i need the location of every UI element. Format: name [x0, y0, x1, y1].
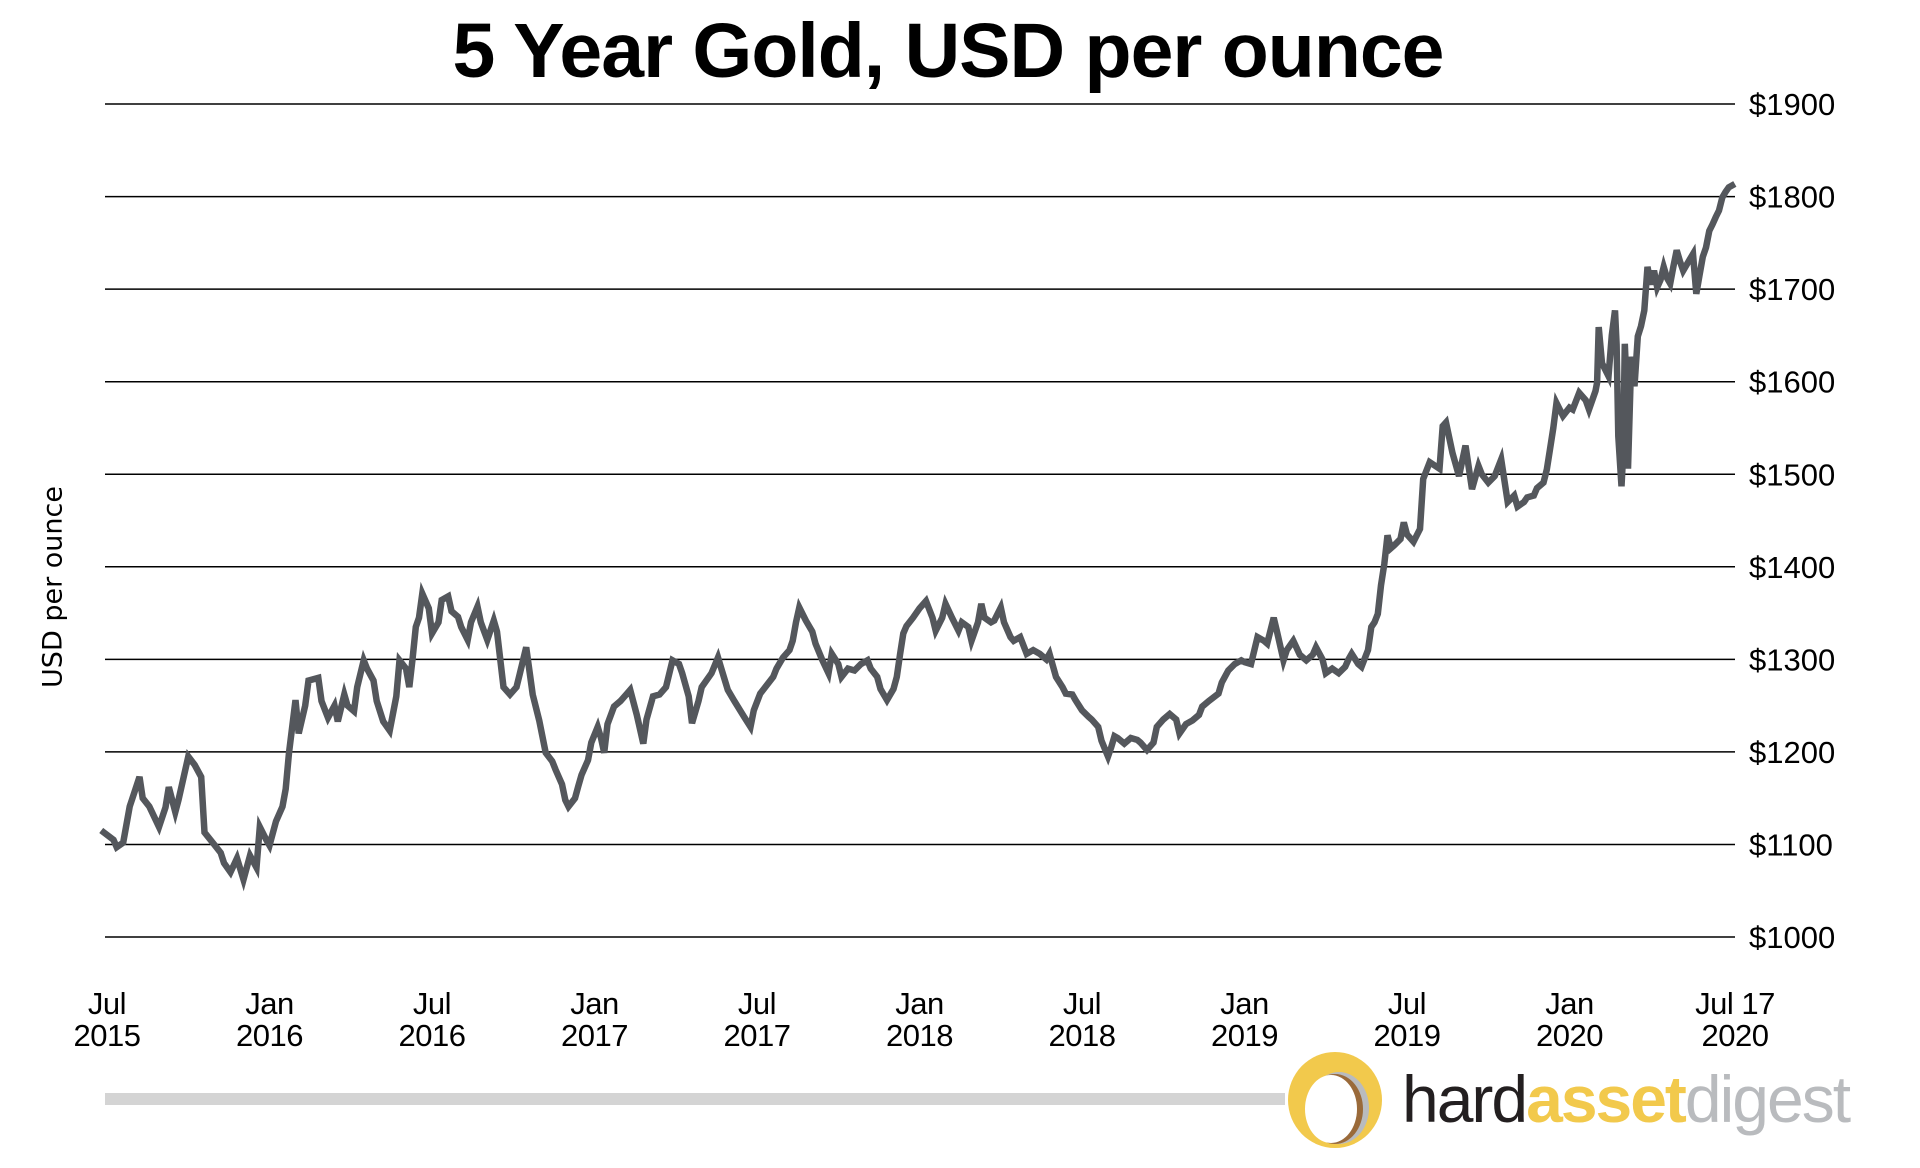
x-tick-year: 2017 — [724, 1018, 791, 1053]
chart-title: 5 Year Gold, USD per ounce — [452, 8, 1444, 94]
brand-word-hard: hard — [1402, 1062, 1528, 1136]
brand-logo: hardassetdigest — [1286, 1052, 1866, 1152]
x-axis-tick-labels: Jul2015Jan2016Jul2016Jan2017Jul2017Jan20… — [74, 986, 1776, 1053]
y-tick-label: $1300 — [1749, 642, 1835, 677]
x-tick-month: Jan — [1545, 986, 1593, 1021]
x-tick-month: Jul 17 — [1695, 986, 1775, 1021]
brand-word-digest: digest — [1684, 1062, 1851, 1136]
y-tick-label: $1600 — [1749, 365, 1835, 400]
x-tick-year: 2020 — [1702, 1018, 1769, 1053]
x-tick-year: 2018 — [886, 1018, 953, 1053]
y-tick-label: $1000 — [1749, 920, 1835, 955]
y-tick-label: $1900 — [1749, 87, 1835, 122]
x-tick-month: Jul — [738, 986, 776, 1021]
y-tick-label: $1100 — [1749, 827, 1833, 862]
x-tick-month: Jan — [570, 986, 618, 1021]
x-tick-month: Jan — [1220, 986, 1268, 1021]
brand-wordmark: hardassetdigest — [1402, 1054, 1851, 1144]
x-tick-month: Jul — [1388, 986, 1426, 1021]
x-tick-year: 2018 — [1049, 1018, 1116, 1053]
x-tick-month: Jul — [1063, 986, 1101, 1021]
gridlines — [105, 103, 1735, 938]
y-tick-label: $1500 — [1749, 457, 1835, 492]
x-tick-year: 2020 — [1536, 1018, 1603, 1053]
gold-price-line — [99, 181, 1737, 892]
x-tick-year: 2016 — [399, 1018, 466, 1053]
x-tick-month: Jul — [88, 986, 126, 1021]
series — [99, 181, 1737, 892]
x-tick-year: 2016 — [236, 1018, 303, 1053]
y-tick-label: $1400 — [1749, 550, 1835, 585]
x-tick-year: 2015 — [74, 1018, 141, 1053]
x-tick-month: Jul — [413, 986, 451, 1021]
x-tick-year: 2019 — [1211, 1018, 1278, 1053]
y-tick-label: $1800 — [1749, 180, 1835, 215]
y-tick-label: $1700 — [1749, 272, 1835, 307]
brand-word-asset: asset — [1526, 1062, 1687, 1136]
x-tick-month: Jan — [245, 986, 293, 1021]
y-tick-label: $1200 — [1749, 735, 1835, 770]
footer-divider-bar — [105, 1093, 1285, 1105]
x-tick-year: 2017 — [561, 1018, 628, 1053]
brand-ring-icon — [1288, 1052, 1382, 1148]
x-tick-month: Jan — [895, 986, 943, 1021]
x-tick-year: 2019 — [1374, 1018, 1441, 1053]
y-axis-tick-labels: $1900 $1800 $1700 $1600 $1500 $1400 $1300 $1200… — [1749, 87, 1835, 955]
